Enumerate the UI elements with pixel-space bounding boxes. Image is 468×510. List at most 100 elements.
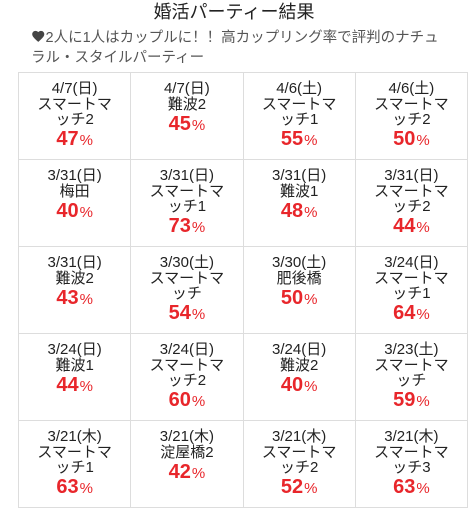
party-date: 4/6(土): [388, 80, 435, 97]
coupling-rate-value: 64: [393, 302, 416, 324]
coupling-rate-unit: %: [304, 132, 318, 149]
result-card: 3/21(木) スマートマッチ2 52%: [243, 421, 356, 508]
coupling-rate-value: 54: [168, 302, 191, 324]
party-date: 3/24(日): [47, 341, 102, 358]
result-card: 3/21(木) スマートマッチ3 63%: [355, 421, 468, 508]
party-venue: スマートマッチ1: [37, 444, 112, 476]
coupling-rate-unit: %: [416, 306, 430, 323]
coupling-rate-value: 60: [168, 389, 191, 411]
party-date: 3/24(日): [272, 341, 327, 358]
subtitle: 2人に1人はカップルに！！高カップリング率で評判のナチュラル・スタイルパーティー: [31, 28, 444, 68]
coupling-rate-value: 40: [280, 374, 304, 396]
result-card: 3/24(日) スマートマッチ2 60%: [131, 334, 244, 421]
party-venue: スマートマッチ2: [149, 357, 225, 389]
coupling-rate-unit: %: [304, 378, 318, 395]
coupling-rate: 73%: [131, 215, 242, 239]
party-date: 3/24(日): [159, 341, 214, 358]
coupling-rate: 43%: [19, 287, 130, 311]
coupling-rate: 44%: [19, 374, 130, 398]
result-card: 3/30(土) スマートマッチ 54%: [131, 247, 244, 334]
coupling-rate: 54%: [131, 302, 242, 326]
result-card: 3/23(土) スマートマッチ 59%: [355, 334, 468, 421]
coupling-rate-value: 73: [168, 215, 191, 237]
result-card: 4/7(日) 難波2 45%: [131, 73, 244, 160]
party-venue: 難波1: [279, 183, 319, 200]
coupling-rate-unit: %: [191, 117, 206, 134]
coupling-rate-value: 45: [168, 113, 191, 135]
coupling-rate-value: 40: [56, 200, 79, 222]
coupling-rate: 63%: [19, 476, 130, 500]
coupling-rate-unit: %: [416, 393, 430, 410]
party-date: 3/31(日): [384, 167, 439, 184]
coupling-rate-unit: %: [79, 480, 93, 497]
result-card: 3/31(日) 梅田 40%: [19, 160, 132, 247]
coupling-rate-value: 50: [280, 287, 304, 309]
party-venue: スマートマッチ2: [37, 96, 112, 128]
party-venue: 難波1: [55, 357, 94, 374]
coupling-rate-value: 63: [393, 476, 416, 498]
coupling-rate-value: 44: [56, 374, 79, 396]
party-venue: 難波2: [167, 96, 207, 113]
coupling-rate-unit: %: [191, 465, 206, 482]
party-venue: スマートマッチ2: [374, 96, 449, 128]
coupling-rate: 44%: [356, 215, 467, 239]
coupling-rate-unit: %: [191, 393, 206, 410]
party-venue: 淀屋橋2: [160, 444, 214, 461]
coupling-rate-unit: %: [416, 132, 430, 149]
party-date: 4/7(日): [163, 80, 210, 97]
coupling-rate-unit: %: [79, 291, 93, 308]
party-venue: 梅田: [59, 183, 90, 200]
coupling-rate: 50%: [244, 287, 355, 311]
coupling-rate: 48%: [244, 200, 355, 224]
coupling-rate-value: 43: [56, 287, 79, 309]
party-venue: スマートマッチ: [149, 270, 225, 302]
result-card: 3/31(日) 難波2 43%: [19, 247, 132, 334]
coupling-rate-unit: %: [79, 132, 93, 149]
coupling-rate: 45%: [131, 113, 242, 137]
result-card: 3/31(日) スマートマッチ2 44%: [355, 160, 468, 247]
coupling-rate: 50%: [356, 128, 467, 152]
party-venue: スマートマッチ2: [261, 444, 337, 476]
coupling-rate-value: 48: [280, 200, 304, 222]
party-venue: 難波2: [55, 270, 94, 287]
party-venue: スマートマッチ3: [374, 444, 449, 476]
coupling-rate-unit: %: [304, 480, 318, 497]
page-title: 婚活パーティー結果: [153, 2, 315, 22]
party-date: 3/30(土): [159, 254, 214, 271]
party-venue: スマートマッチ: [374, 357, 449, 389]
party-venue: スマートマッチ1: [374, 270, 449, 302]
coupling-rate-unit: %: [416, 480, 430, 497]
coupling-rate: 59%: [356, 389, 467, 413]
party-venue: 難波2: [279, 357, 319, 374]
party-date: 3/31(日): [47, 167, 102, 184]
coupling-rate-value: 55: [280, 128, 304, 150]
party-date: 3/30(土): [272, 254, 327, 271]
coupling-rate: 60%: [131, 389, 242, 413]
coupling-rate-value: 50: [393, 128, 416, 150]
result-card: 3/24(日) スマートマッチ1 64%: [355, 247, 468, 334]
result-card: 3/21(木) スマートマッチ1 63%: [19, 421, 132, 508]
coupling-rate-unit: %: [416, 219, 430, 236]
result-card: 3/24(日) 難波2 40%: [243, 334, 356, 421]
heart-icon: [31, 29, 46, 44]
coupling-rate-value: 63: [56, 476, 79, 498]
result-card: 4/6(土) スマートマッチ1 55%: [243, 73, 356, 160]
coupling-rate-unit: %: [79, 378, 93, 395]
party-date: 3/23(土): [384, 341, 439, 358]
coupling-rate-unit: %: [191, 219, 206, 236]
coupling-rate-value: 59: [393, 389, 416, 411]
coupling-rate: 52%: [244, 476, 355, 500]
party-date: 3/21(木): [47, 428, 102, 445]
coupling-rate-unit: %: [191, 306, 206, 323]
result-card: 4/7(日) スマートマッチ2 47%: [19, 73, 132, 160]
result-card: 3/21(木) 淀屋橋2 42%: [131, 421, 244, 508]
party-venue: 肥後橋: [276, 270, 322, 287]
party-venue: スマートマッチ2: [374, 183, 449, 215]
result-card: 4/6(土) スマートマッチ2 50%: [355, 73, 468, 160]
party-date: 3/31(日): [272, 167, 327, 184]
party-date: 4/6(土): [276, 80, 323, 97]
result-card: 3/31(日) 難波1 48%: [243, 160, 356, 247]
coupling-rate: 40%: [19, 200, 130, 224]
result-card: 3/30(土) 肥後橋 50%: [243, 247, 356, 334]
results-grid: 4/7(日) スマートマッチ2 47% 4/7(日) 難波2 45% 4/6(土…: [18, 72, 468, 508]
